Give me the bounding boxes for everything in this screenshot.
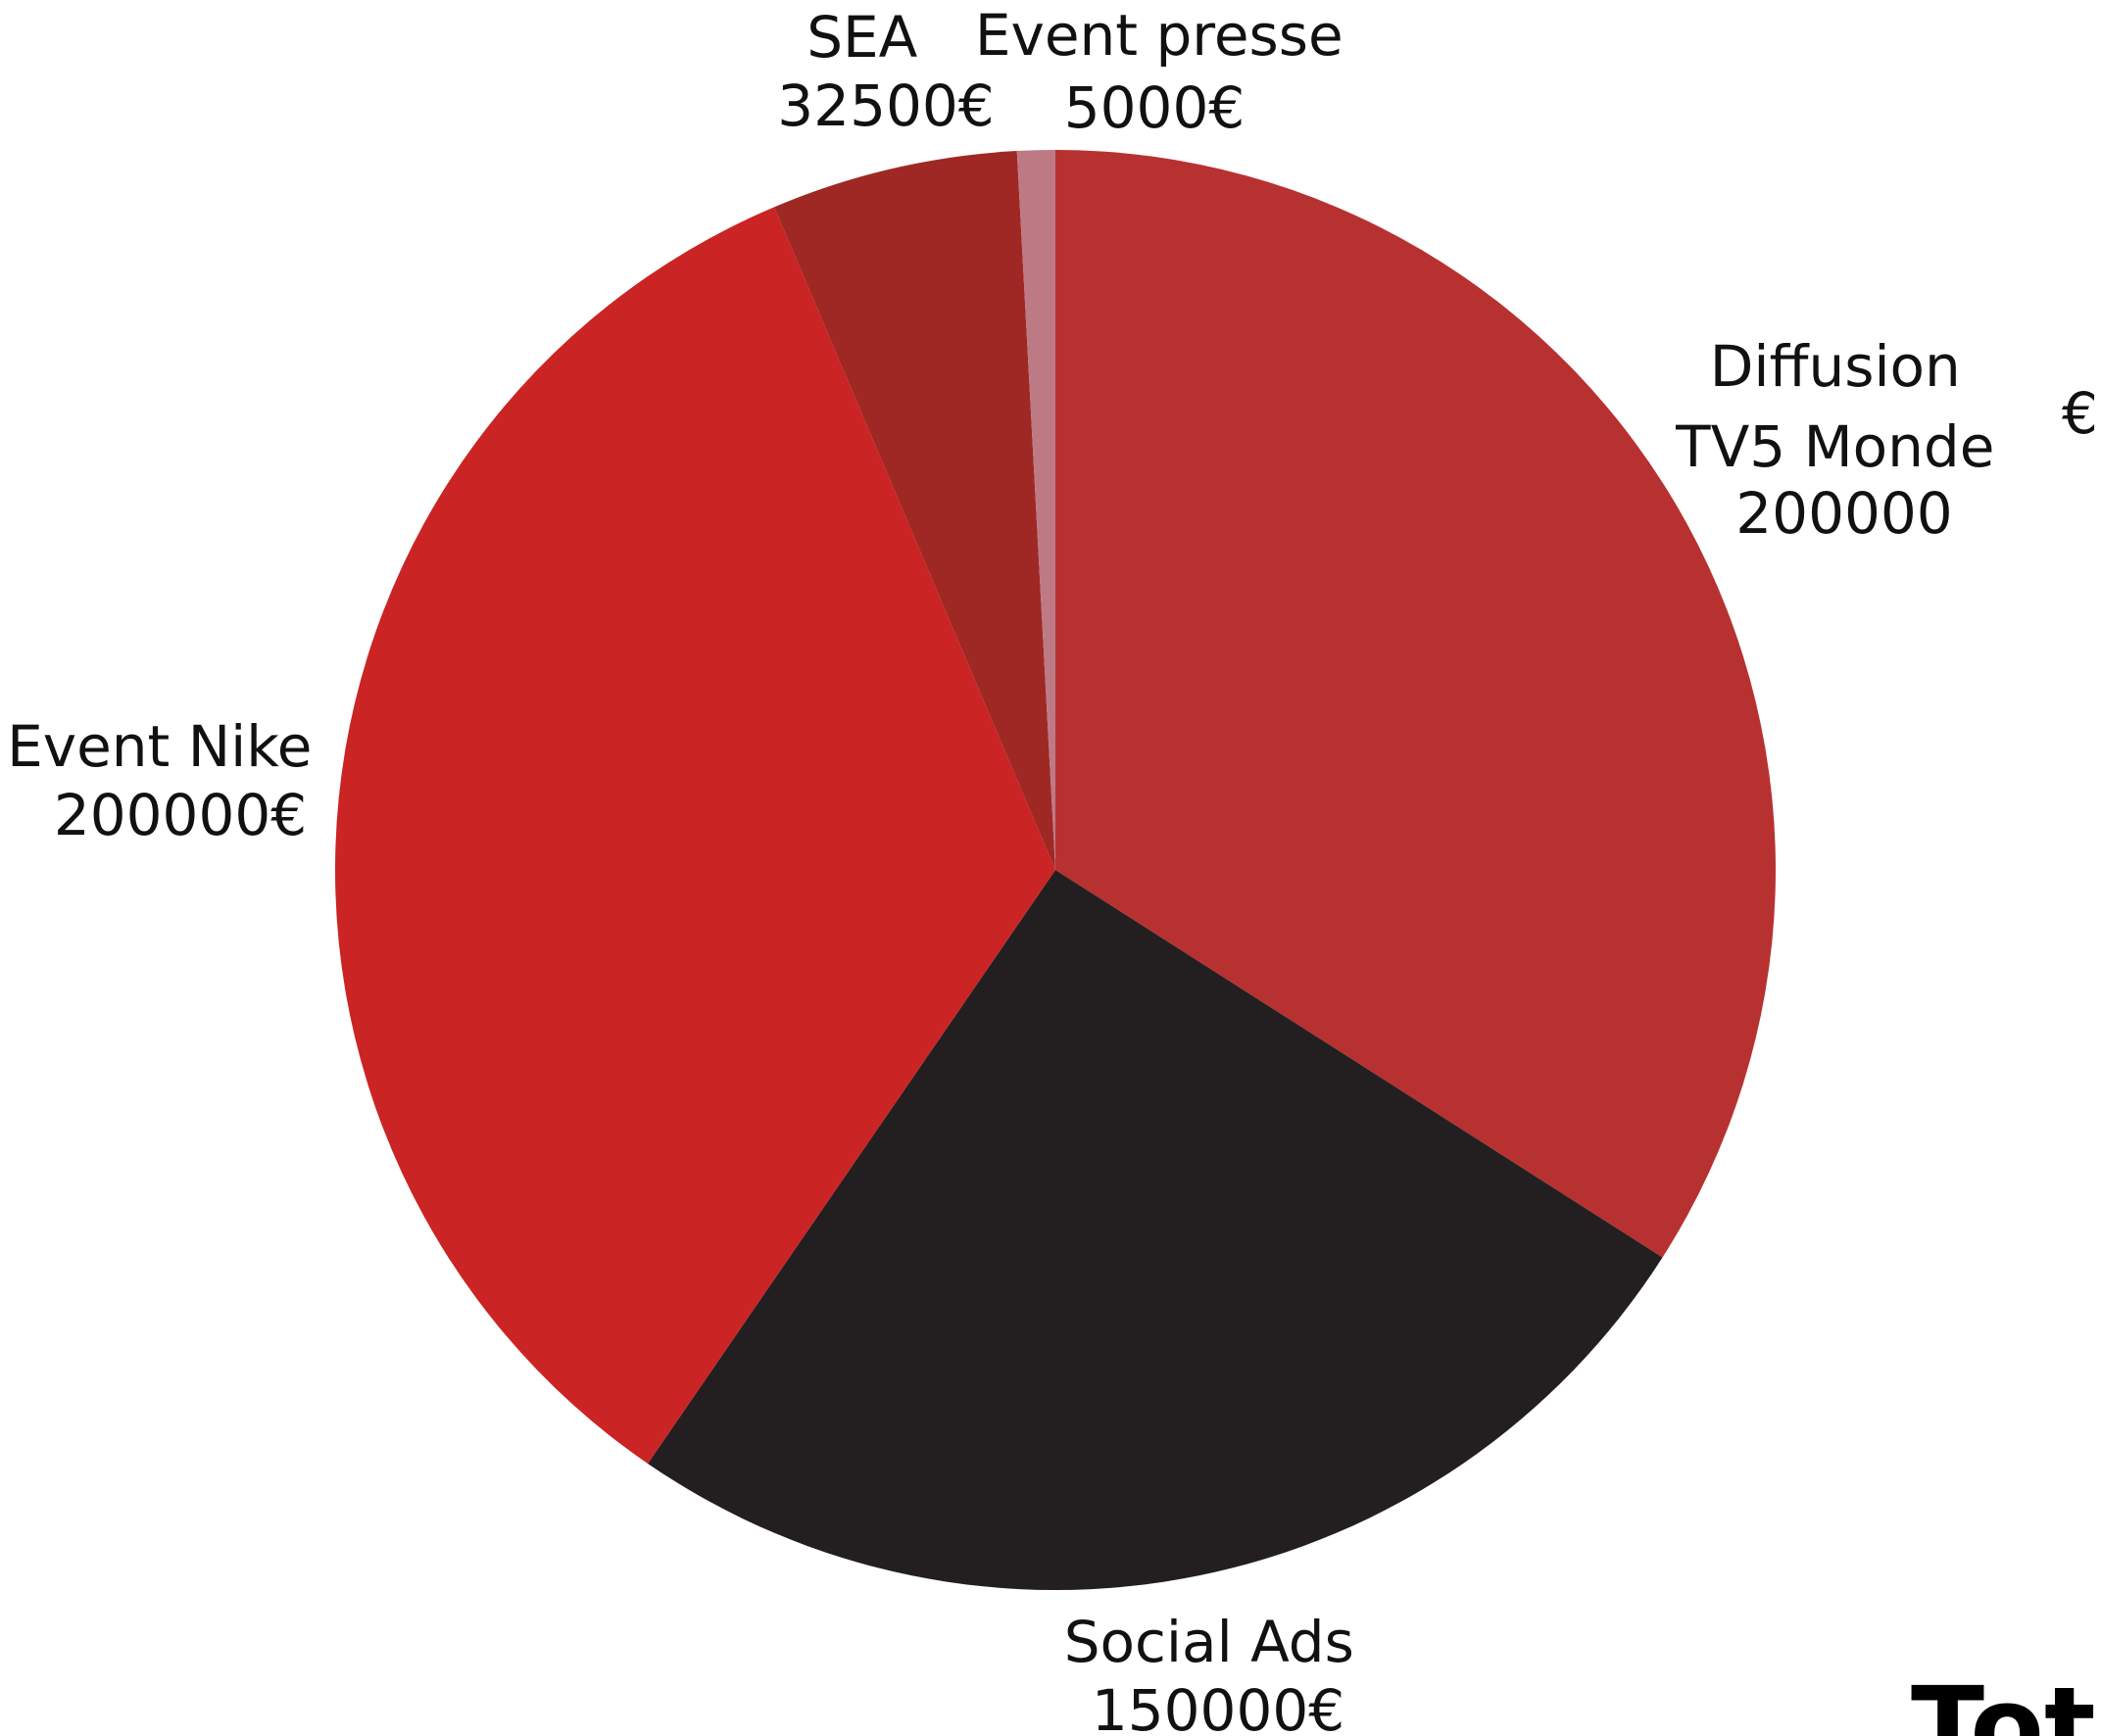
slice-label-event-nike: Event Nike 200000€ bbox=[7, 713, 330, 848]
slice-label-event-presse: Event presse 5000€ bbox=[975, 2, 1361, 141]
slice-label-social-ads: Social Ads 150000€ bbox=[1064, 1609, 1373, 1736]
slice-label-event-presse-value: 5000€ bbox=[1064, 74, 1246, 141]
pie-slices bbox=[334, 150, 1777, 1591]
slice-label-diffusion-line-1: Diffusion bbox=[1710, 333, 1961, 400]
pie-slice-sea bbox=[774, 151, 1055, 870]
slice-label-social-ads-value: 150000€ bbox=[1092, 1677, 1344, 1736]
pie-slice-event-presse bbox=[1016, 150, 1055, 870]
stray-currency-symbol: € bbox=[2062, 380, 2098, 447]
pie-slice-diffusion-tv5-monde bbox=[1055, 150, 1777, 1258]
slice-label-social-ads-line-1: Social Ads bbox=[1064, 1609, 1354, 1675]
slice-label-sea-value: 32500€ bbox=[777, 72, 994, 139]
slice-label-diffusion-line-2: TV5 Monde bbox=[1675, 413, 1994, 480]
slice-label-event-nike-value: 200000€ bbox=[54, 782, 307, 848]
slice-label-diffusion: Diffusion TV5 Monde 200000 bbox=[1675, 333, 2013, 547]
slice-label-sea: SEA 32500€ bbox=[777, 4, 994, 139]
pie-slice-social-ads bbox=[648, 870, 1663, 1591]
slice-label-event-nike-line-1: Event Nike bbox=[7, 713, 312, 780]
total-label: Tota bbox=[1911, 1664, 2101, 1736]
slice-label-diffusion-value: 200000 bbox=[1735, 480, 1952, 547]
slice-label-sea-line-1: SEA bbox=[806, 4, 917, 71]
slice-label-event-presse-line-1: Event presse bbox=[975, 2, 1344, 69]
pie-slice-event-nike bbox=[334, 207, 1055, 1464]
